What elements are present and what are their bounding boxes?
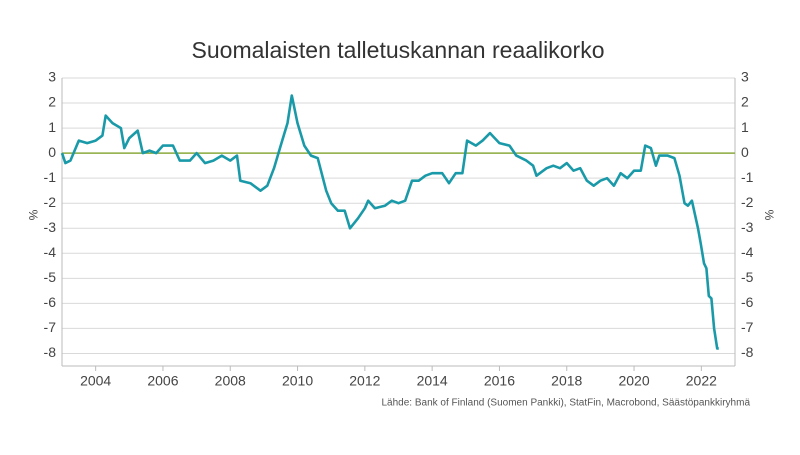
x-tick-label: 2020	[618, 373, 649, 389]
y-tick-label: -2	[44, 194, 57, 210]
y2-tick-label: -5	[741, 269, 754, 285]
source: Lähde: Bank of Finland (Suomen Pankki), …	[381, 398, 750, 409]
data-line	[60, 94, 719, 350]
y2-tick-label: -2	[741, 194, 754, 210]
x-tick-label: 2022	[686, 373, 717, 389]
y-tick-label: -7	[44, 319, 57, 335]
y2-tick-label: -3	[741, 219, 754, 235]
y-tick-label: -1	[44, 169, 57, 185]
y2-tick-label: 1	[741, 119, 749, 135]
y2-tick-label: -7	[741, 319, 754, 335]
y-tick-label: -4	[44, 244, 57, 260]
x-tick-label: 2006	[147, 373, 178, 389]
y2-tick-label: 2	[741, 94, 749, 110]
y-tick-label: -3	[44, 219, 57, 235]
x-tick-label: 2004	[80, 373, 111, 389]
chart-title: Suomalaisten talletuskannan reaalikorko	[192, 37, 605, 63]
y-tick-label: 0	[48, 144, 56, 160]
y2-tick-label: -8	[741, 344, 754, 360]
y-tick-label: -6	[44, 294, 57, 310]
x-tick-label: 2010	[282, 373, 313, 389]
y2-tick-label: -4	[741, 244, 754, 260]
y2-tick-label: 3	[741, 69, 749, 85]
y2-tick-label: -6	[741, 294, 754, 310]
y-tick-label: 2	[48, 94, 56, 110]
y-tick-label: -8	[44, 344, 57, 360]
x-tick-label: 2012	[349, 373, 380, 389]
y2-tick-label: -1	[741, 169, 754, 185]
x-tick-label: 2008	[215, 373, 246, 389]
y2-axis-label: %	[762, 210, 776, 221]
y-tick-label: 3	[48, 69, 56, 85]
x-tick-label: 2014	[417, 373, 448, 389]
y-tick-label: 1	[48, 119, 56, 135]
x-tick-label: 2018	[551, 373, 582, 389]
y2-tick-label: 0	[741, 144, 749, 160]
x-tick-label: 2016	[484, 373, 515, 389]
y-tick-label: -5	[44, 269, 57, 285]
y-axis-label: %	[26, 210, 40, 221]
